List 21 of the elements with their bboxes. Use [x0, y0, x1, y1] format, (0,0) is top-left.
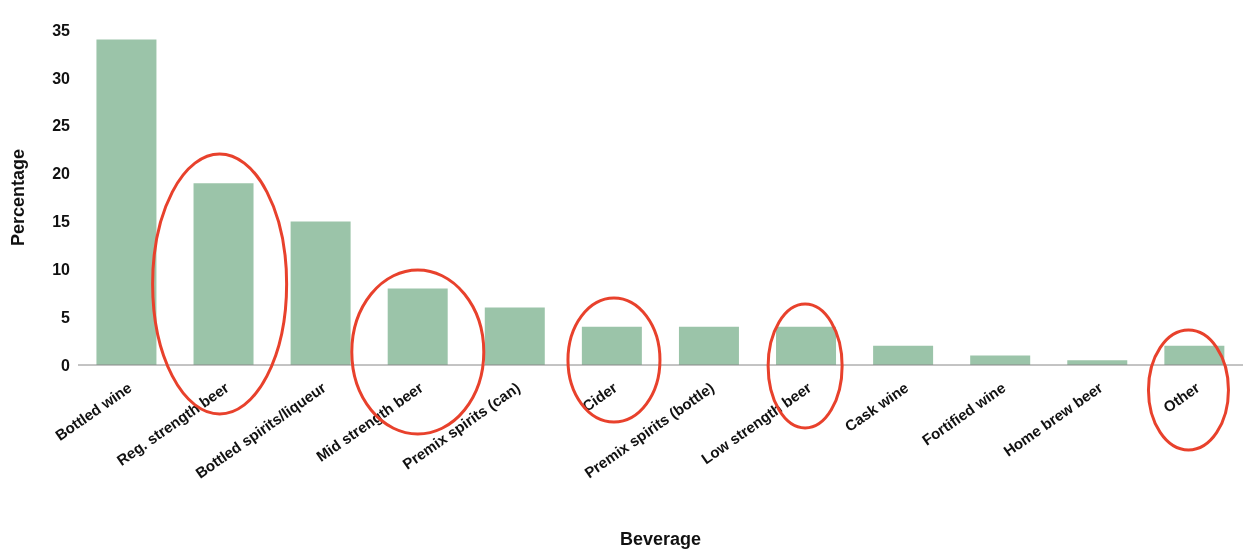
x-tick-label: Cask wine — [841, 378, 912, 435]
bar — [873, 345, 934, 365]
y-tick-label: 20 — [52, 165, 71, 183]
bar — [96, 39, 157, 365]
x-axis-title: Beverage — [619, 529, 702, 549]
y-tick-label: 30 — [52, 69, 71, 87]
y-tick-label: 10 — [52, 260, 71, 278]
bar — [678, 326, 739, 365]
bar — [970, 355, 1031, 365]
y-axis-title: Percentage — [8, 148, 29, 247]
y-tick-label: 0 — [61, 356, 71, 374]
bar — [290, 221, 351, 365]
bar — [776, 326, 837, 365]
y-tick-label: 25 — [52, 117, 71, 135]
bar — [581, 326, 642, 365]
y-tick-label: 35 — [52, 21, 71, 39]
y-tick-label: 5 — [61, 308, 71, 326]
bar — [193, 183, 254, 365]
y-tick-label: 15 — [52, 213, 71, 231]
bar — [387, 288, 448, 365]
bar — [484, 307, 545, 365]
